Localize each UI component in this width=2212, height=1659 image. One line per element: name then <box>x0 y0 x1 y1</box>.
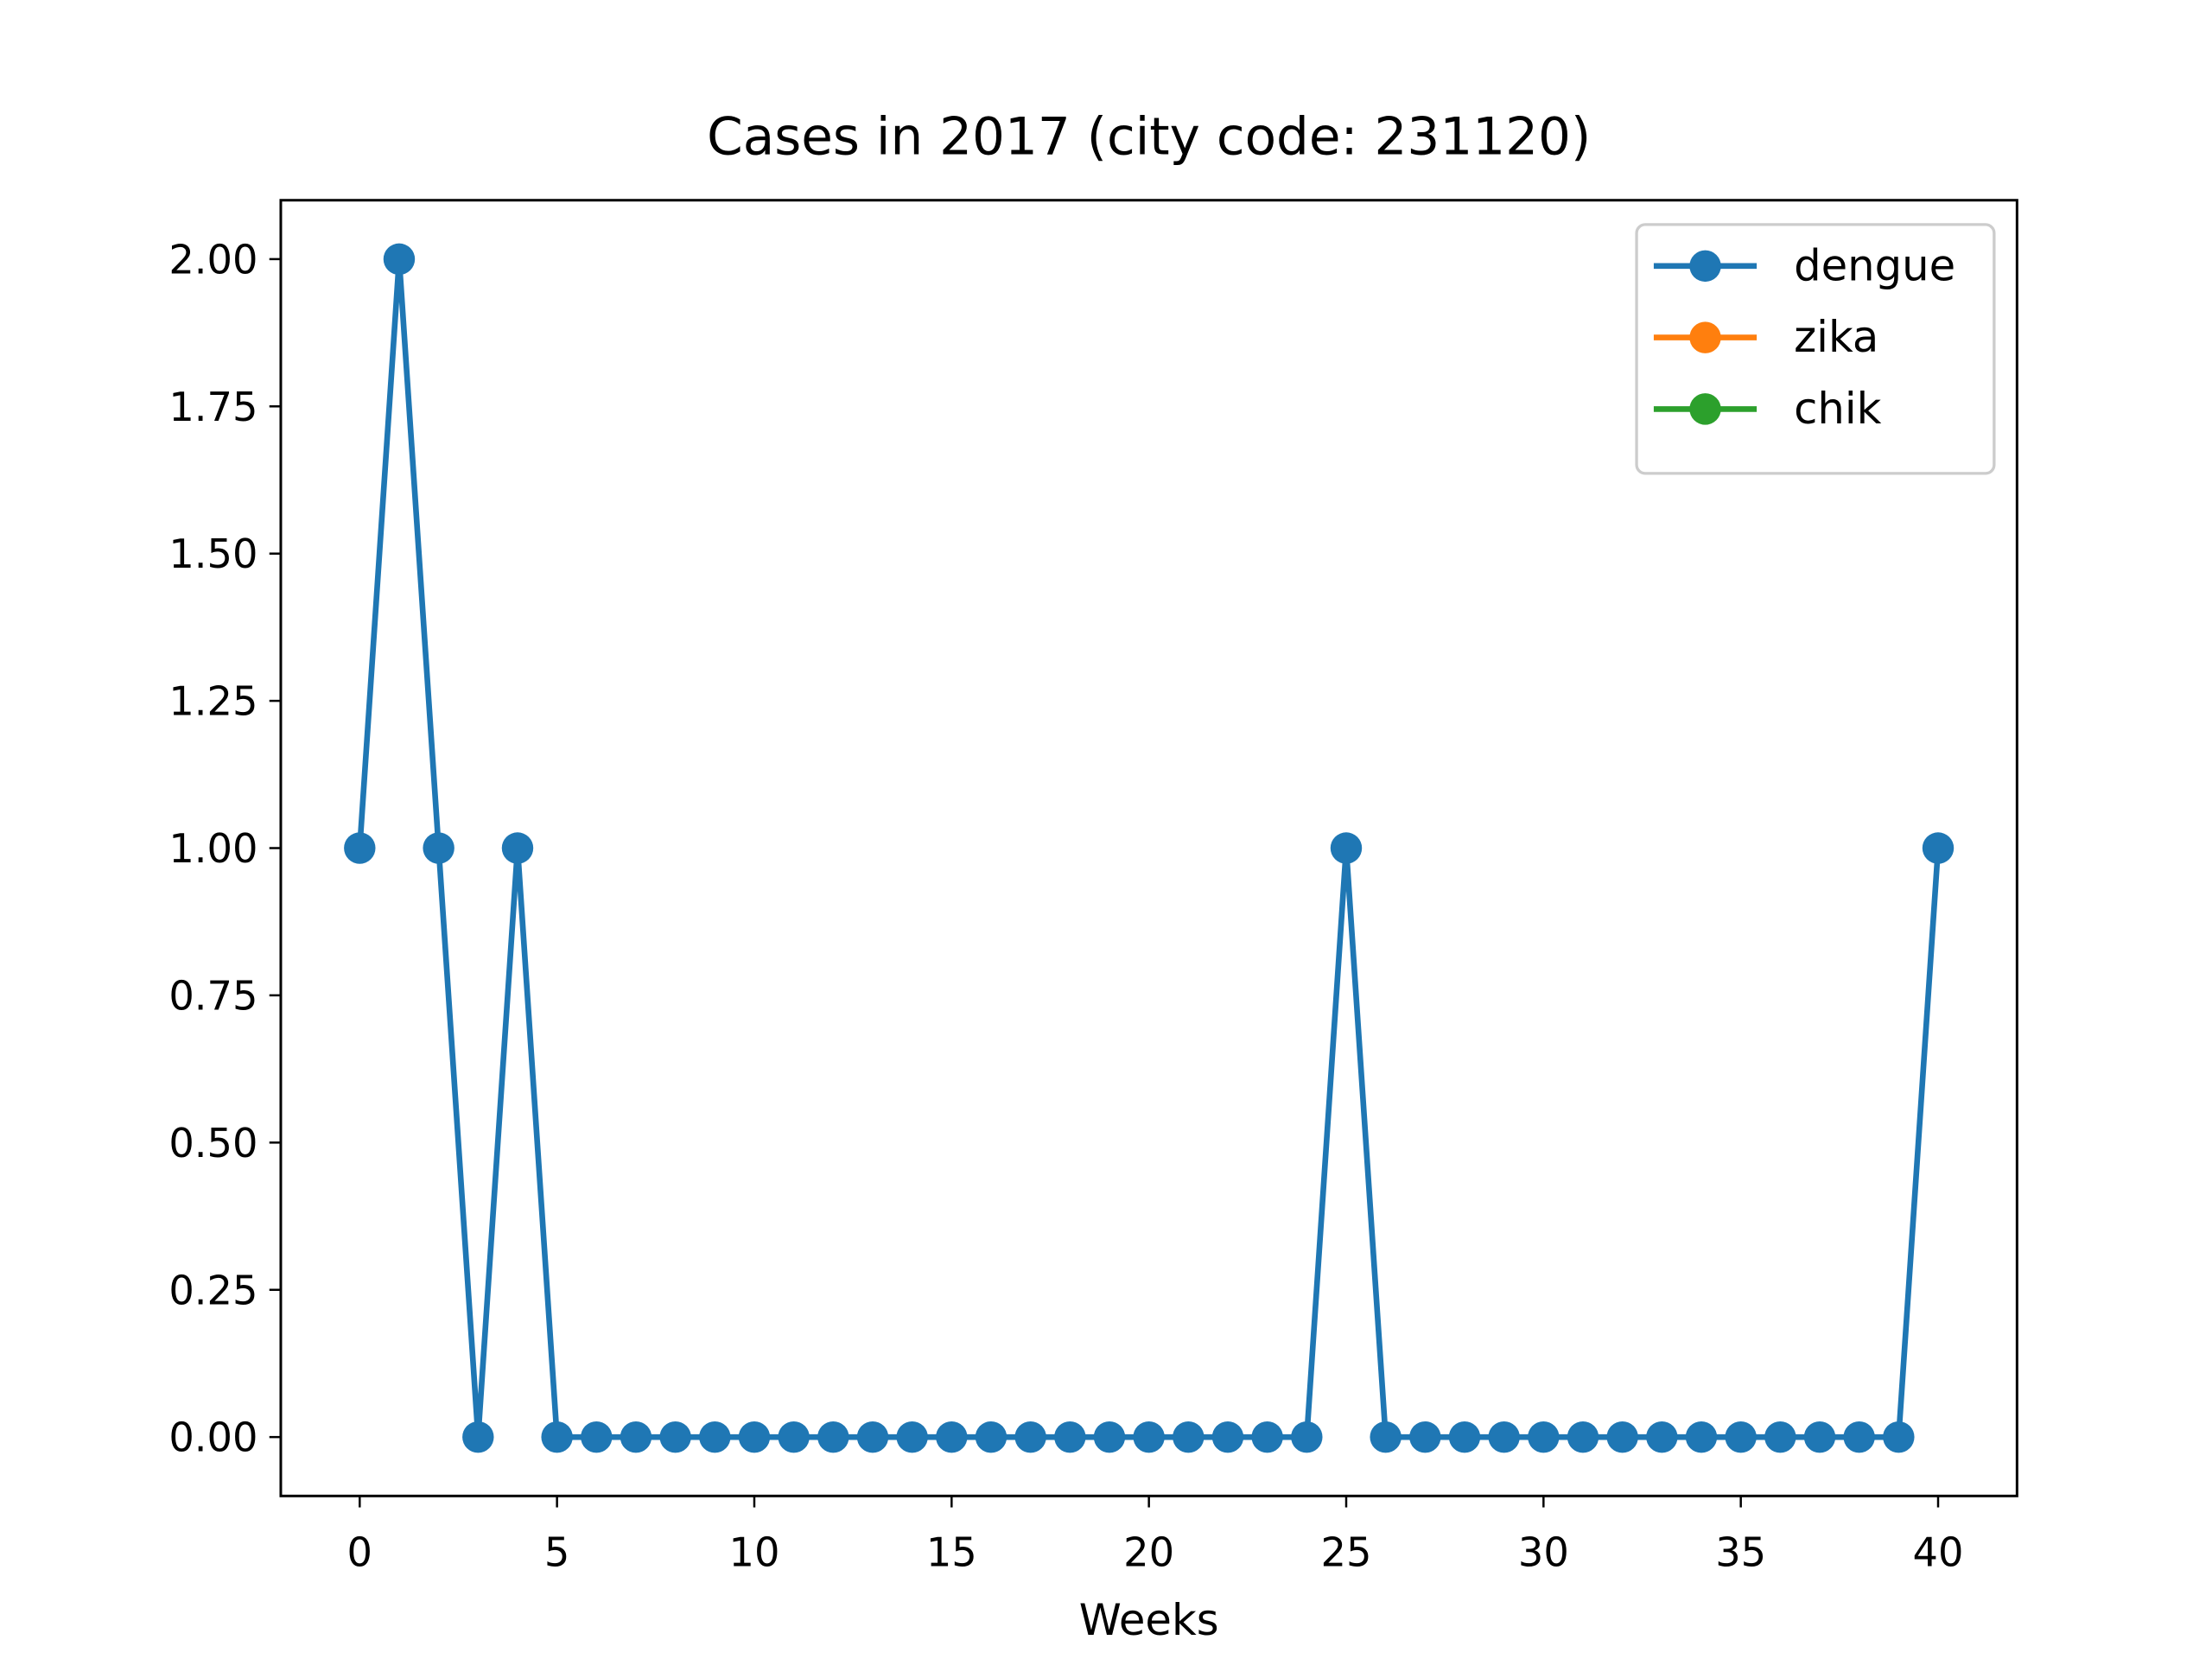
point <box>1883 1421 1915 1453</box>
x-tick-label: 15 <box>926 1529 977 1575</box>
x-tick-label: 5 <box>544 1529 569 1575</box>
point <box>1054 1421 1086 1453</box>
legend-label: zika <box>1794 312 1878 362</box>
point <box>581 1421 613 1453</box>
x-tick-label: 35 <box>1715 1529 1766 1575</box>
point <box>1330 832 1363 864</box>
y-tick-label: 0.00 <box>168 1414 257 1461</box>
point <box>699 1421 731 1453</box>
x-tick-label: 20 <box>1123 1529 1174 1575</box>
point <box>896 1421 928 1453</box>
point <box>541 1421 573 1453</box>
point <box>659 1421 691 1453</box>
point <box>936 1421 968 1453</box>
point <box>856 1421 889 1453</box>
point <box>1922 832 1955 864</box>
legend-marker <box>1689 393 1721 425</box>
point <box>738 1421 771 1453</box>
point <box>1803 1421 1836 1453</box>
x-tick-label: 25 <box>1321 1529 1372 1575</box>
y-tick-label: 0.75 <box>168 972 257 1019</box>
y-tick-label: 0.50 <box>168 1120 257 1166</box>
y-tick-label: 0.25 <box>168 1267 257 1313</box>
point <box>1843 1421 1875 1453</box>
point <box>1646 1421 1678 1453</box>
point <box>1685 1421 1718 1453</box>
point <box>1567 1421 1599 1453</box>
y-tick-label: 1.00 <box>168 825 257 872</box>
point <box>975 1421 1007 1453</box>
y-tick-label: 1.75 <box>168 384 257 430</box>
x-tick-label: 10 <box>729 1529 780 1575</box>
x-axis-label: Weeks <box>1079 1595 1219 1645</box>
legend-label: chik <box>1794 384 1882 434</box>
y-tick-label: 1.25 <box>168 678 257 725</box>
x-tick-label: 0 <box>347 1529 372 1575</box>
legend-marker <box>1689 250 1721 283</box>
point <box>1370 1421 1402 1453</box>
point <box>1093 1421 1126 1453</box>
point <box>778 1421 810 1453</box>
point <box>1133 1421 1165 1453</box>
plot-frame <box>279 199 2018 1497</box>
point <box>1291 1421 1323 1453</box>
point <box>1606 1421 1638 1453</box>
point <box>1528 1421 1560 1453</box>
point <box>423 832 454 864</box>
chart-title: Cases in 2017 (city code: 231120) <box>707 108 1591 168</box>
point <box>1251 1421 1283 1453</box>
point <box>1014 1421 1046 1453</box>
legend-marker <box>1689 321 1721 353</box>
point <box>1173 1421 1205 1453</box>
point <box>501 832 534 864</box>
legend-label: dengue <box>1794 240 1955 290</box>
point <box>462 1421 494 1453</box>
point <box>344 832 376 864</box>
y-tick-label: 1.50 <box>168 531 257 577</box>
point <box>1448 1421 1481 1453</box>
point <box>1409 1421 1441 1453</box>
y-tick-label: 2.00 <box>168 236 257 283</box>
x-tick-label: 40 <box>1913 1529 1964 1575</box>
point <box>1211 1421 1244 1453</box>
point <box>1488 1421 1520 1453</box>
point <box>1764 1421 1796 1453</box>
point <box>620 1421 652 1453</box>
point <box>1725 1421 1757 1453</box>
point <box>817 1421 849 1453</box>
point <box>383 243 416 276</box>
x-tick-label: 30 <box>1518 1529 1569 1575</box>
